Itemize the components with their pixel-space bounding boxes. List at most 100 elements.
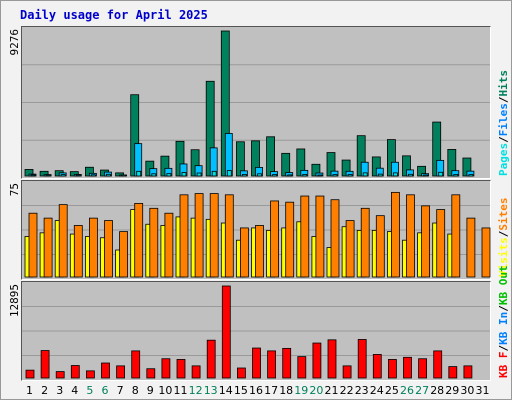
x-tick-label-day-7: 7 bbox=[117, 384, 124, 397]
bar-pages-day-26 bbox=[408, 173, 413, 177]
y-max-label-bottom: 12895 bbox=[8, 284, 21, 317]
x-tick-label-day-12: 12 bbox=[189, 384, 203, 397]
bar-sites-day-29 bbox=[451, 194, 461, 278]
legend-item: / bbox=[497, 96, 510, 103]
bar-sites-day-2 bbox=[43, 217, 53, 278]
x-tick-label-day-30: 30 bbox=[460, 384, 474, 397]
bar-sites-day-25 bbox=[390, 191, 400, 278]
x-tick-label-day-25: 25 bbox=[385, 384, 399, 397]
bar-sites-day-4 bbox=[73, 225, 83, 278]
bar-hits-day-17 bbox=[266, 136, 276, 177]
legend-middle: Visits/Sites bbox=[497, 198, 510, 278]
bar-sites-day-12 bbox=[194, 193, 204, 278]
legend-item: Files bbox=[497, 103, 510, 136]
bar-sites-day-6 bbox=[104, 220, 113, 278]
bar-sites-day-10 bbox=[164, 212, 174, 278]
legend-item: Hits bbox=[497, 70, 510, 97]
bar-sites-day-14 bbox=[224, 194, 234, 278]
x-tick-label-day-14: 14 bbox=[219, 384, 233, 397]
bar-pages-day-24 bbox=[377, 173, 383, 177]
bar-sites-day-30 bbox=[466, 217, 476, 278]
bar-kb-f-day-14 bbox=[221, 285, 231, 379]
bar-pages-day-25 bbox=[392, 172, 398, 177]
bar-kb-f-day-1 bbox=[25, 369, 35, 379]
x-tick-label-day-2: 2 bbox=[41, 384, 48, 397]
bar-pages-day-11 bbox=[181, 172, 187, 177]
bar-pages-day-2 bbox=[45, 174, 51, 177]
x-tick-label-day-20: 20 bbox=[309, 384, 323, 397]
bar-sites-day-9 bbox=[149, 207, 159, 278]
bar-kb-f-day-29 bbox=[448, 366, 458, 379]
bar-sites-day-21 bbox=[330, 199, 340, 278]
bar-kb-f-day-9 bbox=[146, 368, 156, 379]
bar-pages-day-9 bbox=[151, 173, 157, 177]
x-tick-label-day-1: 1 bbox=[26, 384, 33, 397]
x-tick-label-day-31: 31 bbox=[476, 384, 490, 397]
x-tick-label-day-13: 13 bbox=[204, 384, 218, 397]
bar-sites-day-17 bbox=[270, 200, 280, 278]
bar-kb-f-day-6 bbox=[101, 362, 110, 379]
bar-kb-f-day-25 bbox=[387, 359, 397, 379]
y-max-label-top: 9276 bbox=[8, 29, 21, 56]
bar-pages-day-12 bbox=[196, 172, 202, 177]
bar-pages-day-16 bbox=[257, 173, 262, 177]
x-tick-label-day-26: 26 bbox=[400, 384, 414, 397]
bar-kb-f-day-3 bbox=[55, 371, 65, 379]
legend-item: Pages bbox=[497, 143, 510, 176]
bar-kb-f-day-16 bbox=[252, 347, 261, 379]
bar-pages-day-20 bbox=[317, 174, 323, 177]
bar-pages-day-10 bbox=[166, 173, 172, 177]
bar-sites-day-15 bbox=[239, 227, 249, 278]
x-tick-label-day-29: 29 bbox=[445, 384, 459, 397]
legend-item: Sites bbox=[497, 198, 510, 231]
bar-sites-day-16 bbox=[255, 225, 264, 278]
bar-files-day-14 bbox=[224, 133, 233, 177]
x-tick-label-day-16: 16 bbox=[249, 384, 263, 397]
x-tick-label-day-24: 24 bbox=[370, 384, 384, 397]
bar-pages-day-22 bbox=[347, 174, 353, 177]
bar-pages-day-8 bbox=[136, 170, 142, 177]
bar-sites-day-11 bbox=[179, 194, 189, 278]
bar-sites-day-31 bbox=[481, 227, 491, 278]
bar-sites-day-20 bbox=[315, 195, 325, 278]
bar-kb-f-day-11 bbox=[176, 359, 186, 379]
bar-kb-f-day-12 bbox=[191, 365, 201, 379]
x-tick-label-day-4: 4 bbox=[71, 384, 78, 397]
bar-sites-day-19 bbox=[300, 195, 310, 278]
legend-item: KB In bbox=[497, 312, 510, 345]
bar-pages-day-21 bbox=[332, 174, 338, 177]
bar-pages-day-13 bbox=[211, 170, 217, 177]
bar-kb-f-day-19 bbox=[297, 356, 307, 379]
bar-sites-day-23 bbox=[360, 207, 370, 278]
x-tick-label-day-19: 19 bbox=[294, 384, 308, 397]
bar-kb-f-day-27 bbox=[418, 358, 428, 379]
bar-kb-f-day-20 bbox=[312, 342, 322, 379]
bar-kb-f-day-26 bbox=[403, 356, 412, 379]
bar-sites-day-22 bbox=[345, 220, 355, 278]
bar-pages-day-17 bbox=[272, 174, 278, 177]
bar-kb-f-day-8 bbox=[131, 350, 141, 379]
bar-sites-day-8 bbox=[134, 202, 144, 278]
x-tick-label-day-22: 22 bbox=[340, 384, 354, 397]
legend-item: / bbox=[497, 136, 510, 143]
bar-kb-f-day-2 bbox=[40, 350, 50, 379]
bar-sites-day-28 bbox=[436, 209, 446, 278]
bar-pages-day-23 bbox=[362, 172, 368, 177]
bar-pages-day-15 bbox=[241, 174, 247, 177]
bar-sites-day-3 bbox=[58, 204, 68, 278]
x-tick-label-day-5: 5 bbox=[86, 384, 93, 397]
bar-kb-f-day-23 bbox=[357, 339, 367, 379]
bar-kb-f-day-13 bbox=[206, 339, 216, 379]
bar-pages-day-30 bbox=[468, 174, 474, 177]
bar-kb-f-day-24 bbox=[372, 354, 382, 379]
legend-item: / bbox=[497, 345, 510, 352]
legend-item: Visits bbox=[497, 237, 510, 277]
bar-pages-day-29 bbox=[453, 174, 459, 177]
bar-pages-day-3 bbox=[60, 174, 66, 177]
bar-pages-day-14 bbox=[226, 170, 232, 177]
legend-bottom: KB F/KB In/KB Out bbox=[497, 265, 510, 378]
bar-pages-day-6 bbox=[106, 173, 111, 177]
bar-kb-f-day-18 bbox=[282, 347, 292, 379]
